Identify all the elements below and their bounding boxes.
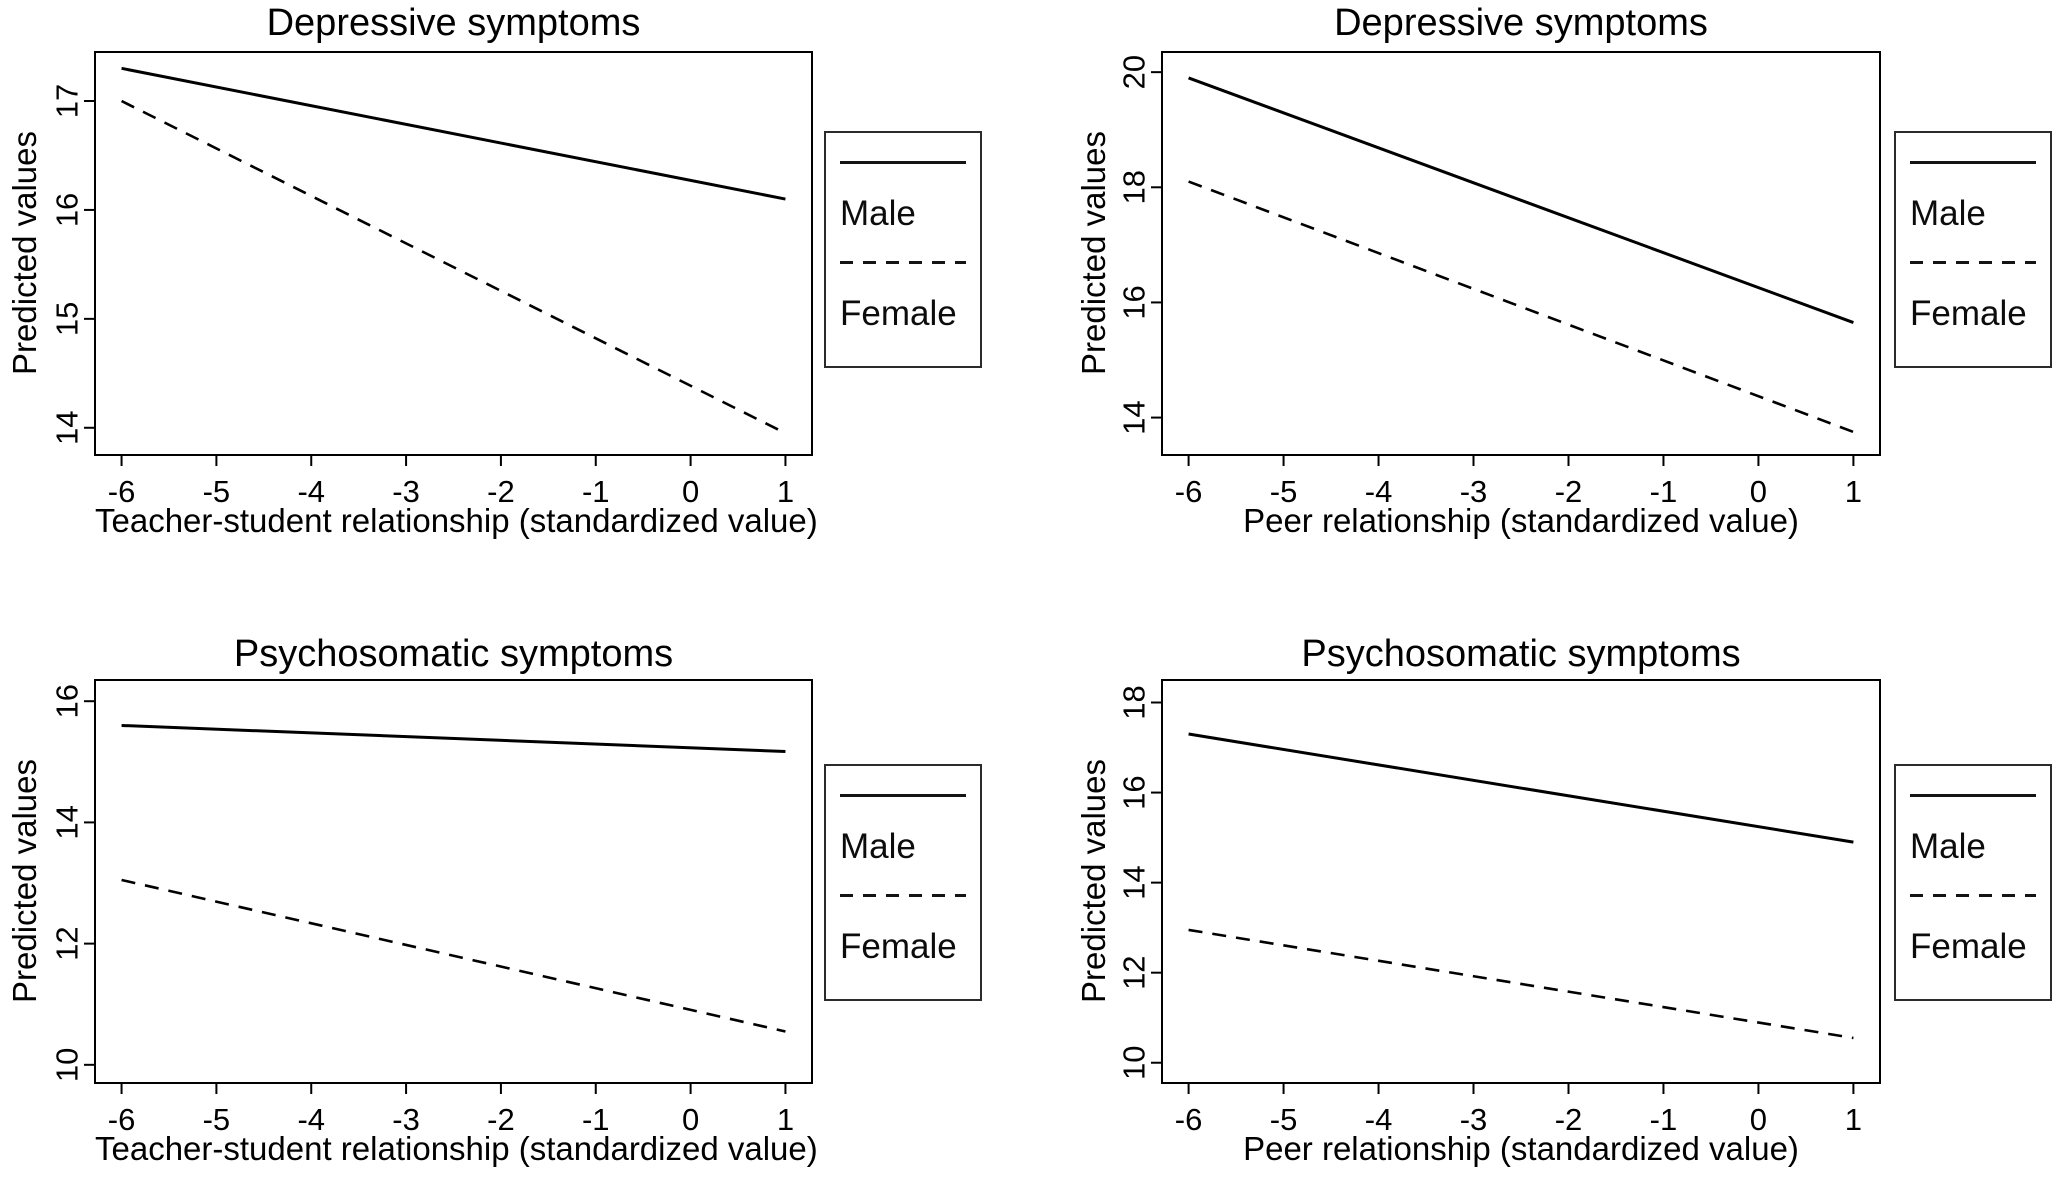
y-tick-label: 14: [50, 805, 85, 839]
panel-psychosomatic-peer: Psychosomatic symptoms Predicted values …: [1028, 589, 2056, 1179]
plot-box: [94, 51, 813, 456]
y-tick-label: 18: [1117, 170, 1152, 204]
x-tick-label: 0: [682, 1102, 699, 1137]
legend-female-label: Female: [1910, 926, 2027, 966]
x-tick-label: -3: [392, 474, 420, 509]
x-tick-label: -2: [487, 1102, 515, 1137]
y-tick-label: 14: [1117, 400, 1152, 434]
y-tick-label: 20: [1117, 55, 1152, 89]
x-axis-label: Teacher-student relationship (standardiz…: [95, 1130, 818, 1167]
y-tick-label: 12: [50, 926, 85, 960]
x-tick-label: -1: [1650, 1102, 1678, 1137]
y-tick-label: 14: [50, 411, 85, 445]
x-tick-label: -6: [1175, 474, 1203, 509]
x-tick-label: -3: [1460, 474, 1488, 509]
y-tick-label: 16: [1117, 775, 1152, 809]
legend-box: Male Female: [824, 131, 982, 368]
legend-male-label: Male: [840, 827, 916, 866]
x-tick-label: -4: [1365, 474, 1393, 509]
legend-male-line-sample: [840, 794, 966, 797]
x-tick-label: 0: [682, 474, 699, 509]
x-tick-label: -3: [392, 1102, 420, 1137]
legend-female-label: Female: [840, 926, 957, 966]
x-tick-label: 1: [1845, 474, 1862, 509]
x-tick-label: 1: [777, 474, 794, 509]
panel-psychosomatic-teacher: Psychosomatic symptoms Predicted values …: [0, 589, 1028, 1179]
legend-male-label: Male: [1910, 827, 1986, 866]
x-tick-label: -5: [203, 474, 231, 509]
x-tick-label: -6: [108, 474, 136, 509]
plot-area: -6 -5 -4 -3 -2 -1 0 1 10 12 14 16 18: [1117, 679, 1881, 1137]
legend-male-line-sample: [1910, 794, 2036, 797]
plot-box: [1161, 51, 1881, 456]
legend-box: Male Female: [1894, 131, 2052, 368]
legend-male-line-sample: [840, 161, 966, 164]
series-line-female: [1188, 928, 1854, 1040]
x-axis-label: Peer relationship (standardized value): [1243, 502, 1799, 539]
legend-box: Male Female: [1894, 764, 2052, 1001]
x-tick-label: 0: [1750, 1102, 1767, 1137]
y-tick-label: 16: [50, 684, 85, 718]
legend-female-line-sample: [840, 260, 966, 264]
y-tick-label: 10: [50, 1048, 85, 1082]
x-tick-label: -6: [108, 1102, 136, 1137]
x-tick-label: -4: [297, 1102, 325, 1137]
series-line-male: [1188, 732, 1854, 844]
legend-male-line-sample: [1910, 161, 2036, 164]
y-tick-label: 12: [1117, 955, 1152, 989]
chart-title: Psychosomatic symptoms: [1301, 633, 1741, 675]
x-tick-label: -5: [203, 1102, 231, 1137]
legend-male-label: Male: [840, 194, 916, 233]
x-tick-label: -4: [1365, 1102, 1393, 1137]
x-tick-label: -1: [1650, 474, 1678, 509]
plot-box: [1161, 679, 1881, 1084]
x-axis-label: Teacher-student relationship (standardiz…: [95, 502, 818, 539]
plot-area: -6 -5 -4 -3 -2 -1 0 1 10 12 14 16: [50, 679, 813, 1137]
x-tick-label: -1: [582, 1102, 610, 1137]
panel-depressive-teacher: Depressive symptoms Predicted values -6-…: [0, 0, 1028, 590]
x-tick-label: 1: [1845, 1102, 1862, 1137]
chart-title: Psychosomatic symptoms: [233, 633, 674, 675]
chart-title: Depressive symptoms: [1334, 2, 1708, 44]
y-tick-label: 10: [1117, 1045, 1152, 1079]
x-tick-label: -2: [1555, 474, 1583, 509]
chart-title: Depressive symptoms: [266, 2, 641, 44]
y-tick-label: 15: [50, 302, 85, 336]
x-tick-label: -2: [487, 474, 515, 509]
y-tick-label: 16: [1117, 285, 1152, 319]
x-tick-label: -3: [1460, 1102, 1488, 1137]
y-tick-label: 18: [1117, 685, 1152, 719]
legend-female-label: Female: [1910, 293, 2027, 333]
x-tick-label: -4: [297, 474, 325, 509]
x-tick-label: -1: [582, 474, 610, 509]
legend-box: Male Female: [824, 764, 982, 1001]
plot-area: -6 -5 -4 -3 -2 -1 0 1 14 15 16 17: [50, 51, 813, 509]
panel-depressive-peer: Depressive symptoms Predicted values -6-…: [1028, 0, 2056, 590]
x-tick-label: -2: [1555, 1102, 1583, 1137]
y-tick-label: 16: [50, 193, 85, 227]
x-tick-label: 1: [777, 1102, 794, 1137]
legend-female-line-sample: [1910, 260, 2036, 264]
plot-box: [94, 679, 813, 1084]
x-axis-label: Peer relationship (standardized value): [1243, 1130, 1799, 1167]
series-line-male: [1188, 76, 1854, 324]
x-tick-label: -5: [1270, 1102, 1298, 1137]
legend-female-label: Female: [840, 293, 957, 333]
x-tick-label: 0: [1750, 474, 1767, 509]
y-tick-label: 14: [1117, 865, 1152, 899]
legend-female-line-sample: [840, 893, 966, 897]
legend-male-label: Male: [1910, 194, 1986, 233]
y-tick-label: 17: [50, 84, 85, 118]
x-tick-label: -6: [1175, 1102, 1203, 1137]
series-line-female: [120, 99, 787, 435]
legend-female-line-sample: [1910, 893, 2036, 897]
series-line-male: [121, 66, 786, 201]
series-line-female: [1188, 180, 1854, 434]
series-line-male: [121, 723, 786, 754]
plot-area: -6 -5 -4 -3 -2 -1 0 1 14 16 18 20: [1117, 51, 1881, 509]
x-tick-label: -5: [1270, 474, 1298, 509]
series-line-female: [121, 878, 786, 1033]
